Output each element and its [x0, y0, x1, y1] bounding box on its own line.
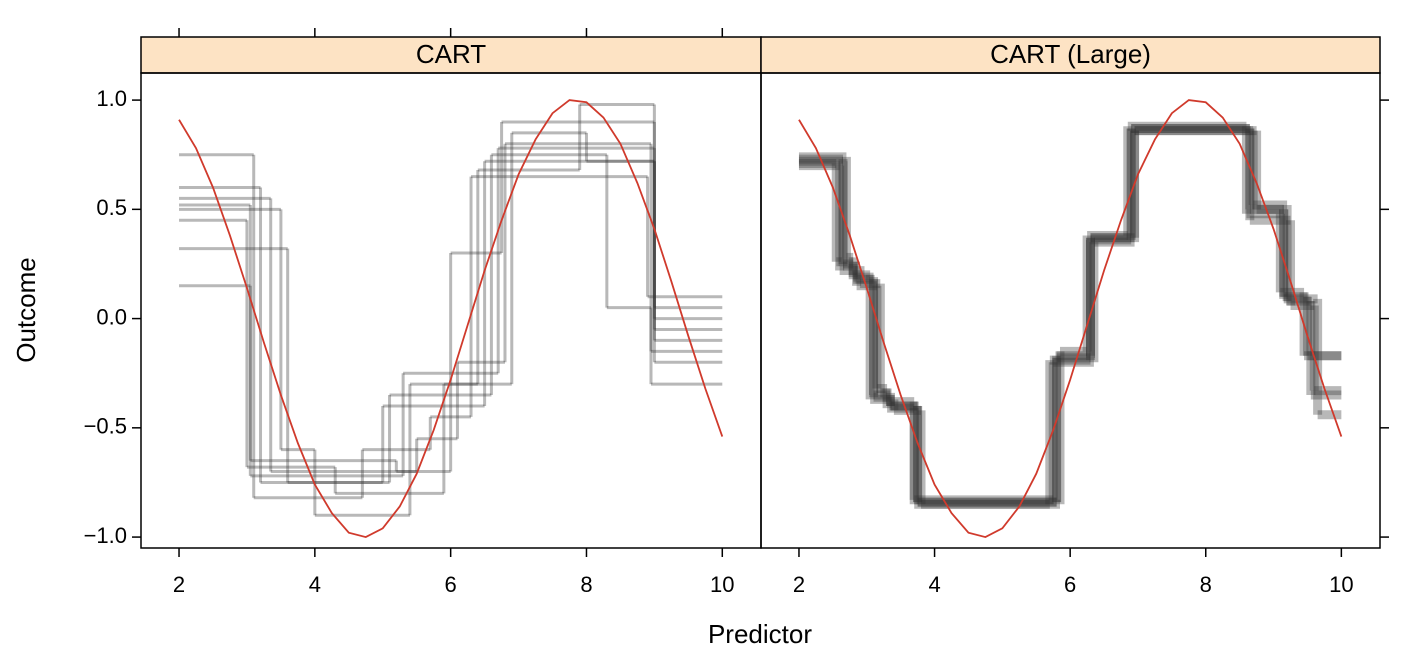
x-tick-label: 10 [1329, 572, 1353, 597]
x-tick-label: 2 [793, 572, 805, 597]
y-tick-label: −0.5 [84, 414, 127, 439]
x-tick-label: 4 [928, 572, 940, 597]
x-tick-label: 4 [309, 572, 321, 597]
x-tick-label: 6 [445, 572, 457, 597]
x-tick-label: 6 [1064, 572, 1076, 597]
y-tick-label: 0.0 [96, 304, 127, 329]
y-tick-label: −1.0 [84, 523, 127, 548]
x-axis-label: Predictor [708, 619, 812, 649]
y-tick-label: 1.0 [96, 86, 127, 111]
x-tick-label: 2 [173, 572, 185, 597]
x-tick-label: 10 [710, 572, 734, 597]
panel-frame [760, 72, 1381, 549]
y-axis-label: Outcome [11, 257, 41, 363]
true-curve [798, 99, 1343, 539]
x-tick-label: 8 [580, 572, 592, 597]
true-curve [178, 99, 724, 539]
y-tick-label: 0.5 [96, 195, 127, 220]
strip [760, 36, 1381, 74]
strip [140, 36, 762, 74]
panel-title: CART [416, 39, 486, 69]
panel-title: CART (Large) [990, 39, 1151, 69]
x-tick-label: 8 [1200, 572, 1212, 597]
